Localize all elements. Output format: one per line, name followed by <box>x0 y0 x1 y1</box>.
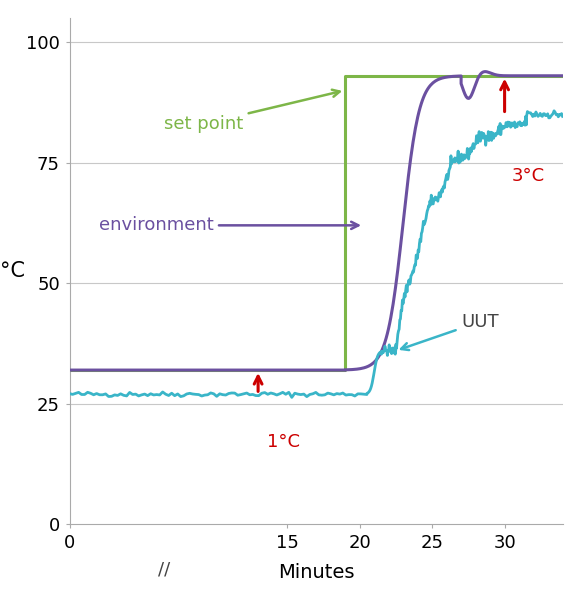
Text: environment: environment <box>99 216 358 234</box>
Text: //: // <box>158 561 170 579</box>
Text: 1°C: 1°C <box>267 433 300 451</box>
Text: 3°C: 3°C <box>512 167 545 185</box>
Y-axis label: °C: °C <box>0 261 24 281</box>
Text: set point: set point <box>164 90 340 133</box>
X-axis label: Minutes: Minutes <box>278 563 354 582</box>
Text: UUT: UUT <box>401 313 499 350</box>
